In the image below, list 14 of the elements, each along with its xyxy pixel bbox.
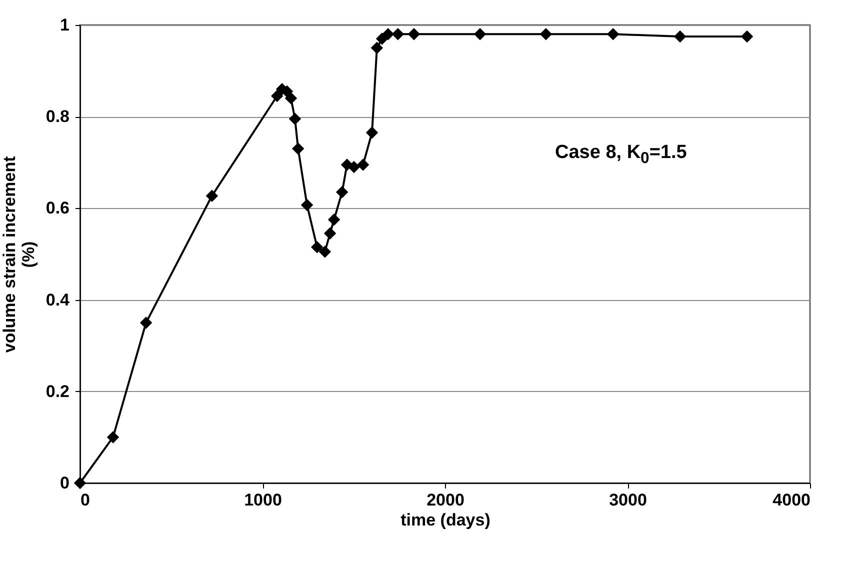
y-tick-label: 0: [60, 474, 70, 492]
x-tick-label: 0: [80, 490, 90, 510]
y-tick-label: 0.4: [46, 290, 70, 310]
x-tick-label: 1000: [244, 490, 282, 510]
x-tick-label: 2000: [426, 490, 464, 510]
y-tick-label: 0.6: [46, 198, 70, 218]
y-axis-title: volume strain increment (%): [0, 156, 38, 353]
y-tick-label: 1: [60, 16, 70, 34]
x-tick-label: 3000: [609, 490, 647, 510]
y-tick-label: 0.8: [46, 107, 70, 126]
x-axis-title: time (days): [400, 510, 490, 530]
y-tick-label: 0.2: [46, 382, 70, 401]
annotation: Case 8, K$_{0}$=1.5: [555, 142, 687, 167]
x-tick-label: 4000: [772, 490, 810, 510]
